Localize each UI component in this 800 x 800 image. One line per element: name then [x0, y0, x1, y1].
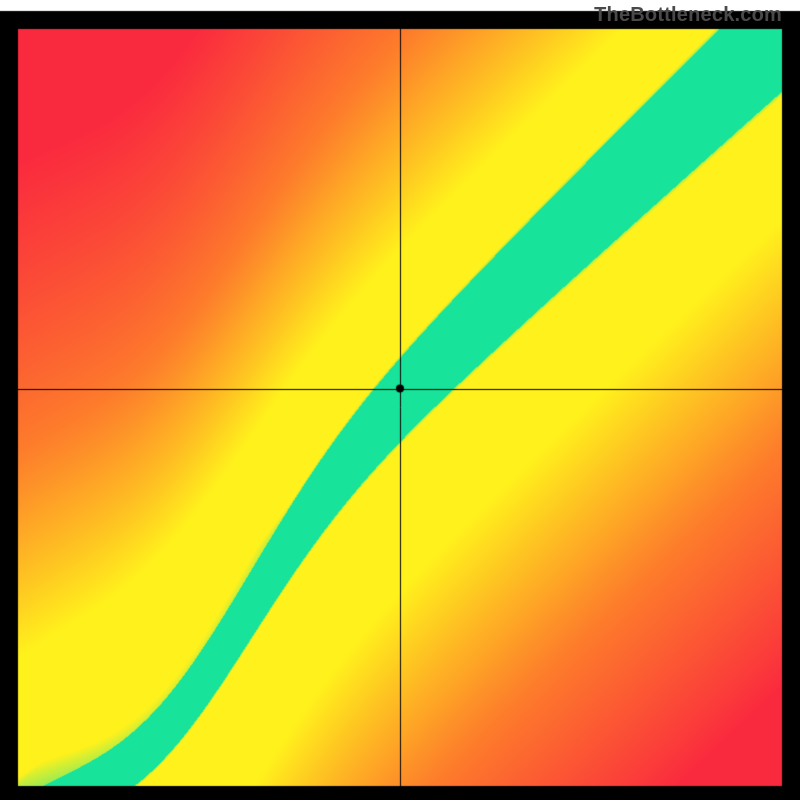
bottleneck-heatmap-canvas — [0, 0, 800, 800]
watermark-text: TheBottleneck.com — [594, 4, 782, 27]
chart-container: TheBottleneck.com — [0, 0, 800, 800]
